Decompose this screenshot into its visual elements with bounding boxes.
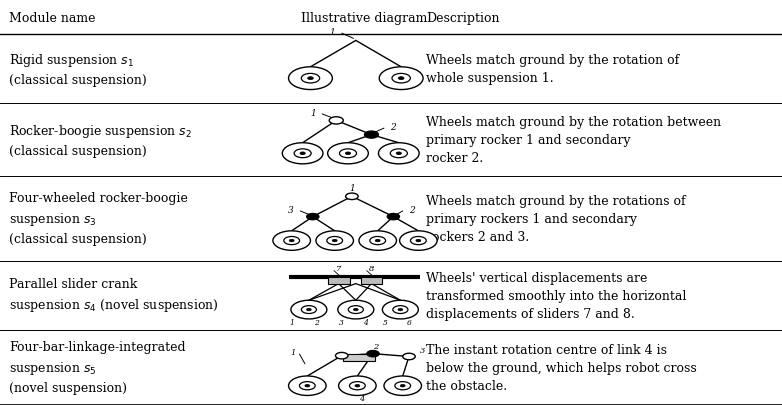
Circle shape	[291, 301, 327, 319]
Circle shape	[416, 240, 421, 242]
Text: 3: 3	[421, 347, 425, 354]
Text: Four-wheeled rocker-boogie
suspension $s_3$
(classical suspension): Four-wheeled rocker-boogie suspension $s…	[9, 192, 188, 246]
Circle shape	[387, 214, 400, 220]
Text: Parallel slider crank
suspension $s_4$ (novel suspension): Parallel slider crank suspension $s_4$ (…	[9, 278, 219, 313]
Circle shape	[346, 194, 358, 200]
Circle shape	[400, 384, 405, 387]
Text: Wheels match ground by the rotations of
primary rockers 1 and secondary
rockers : Wheels match ground by the rotations of …	[426, 194, 686, 243]
Text: Wheels' vertical displacements are
transformed smoothly into the horizontal
disp: Wheels' vertical displacements are trans…	[426, 271, 687, 320]
Text: Rocker-boogie suspension $s_2$
(classical suspension): Rocker-boogie suspension $s_2$ (classica…	[9, 122, 192, 157]
Circle shape	[289, 68, 332, 90]
Text: Wheels match ground by the rotation of
whole suspension 1.: Wheels match ground by the rotation of w…	[426, 53, 680, 84]
Text: 2: 2	[373, 342, 378, 350]
Bar	[343, 354, 375, 360]
Text: Module name: Module name	[9, 12, 96, 25]
Circle shape	[375, 240, 380, 242]
Circle shape	[379, 68, 423, 90]
Text: 7: 7	[336, 264, 341, 273]
Circle shape	[294, 149, 311, 158]
Circle shape	[353, 309, 358, 311]
Circle shape	[300, 382, 315, 390]
Circle shape	[289, 240, 294, 242]
Text: 2: 2	[409, 205, 415, 214]
Bar	[328, 277, 350, 284]
Circle shape	[411, 237, 426, 245]
Circle shape	[335, 352, 348, 359]
Text: 2: 2	[390, 123, 396, 132]
Circle shape	[390, 149, 407, 158]
Circle shape	[378, 143, 419, 164]
Circle shape	[339, 376, 376, 395]
Circle shape	[398, 309, 403, 311]
Circle shape	[307, 309, 311, 311]
Text: 6: 6	[407, 318, 411, 326]
Circle shape	[346, 153, 350, 155]
Text: 3: 3	[288, 205, 294, 214]
Circle shape	[370, 237, 386, 245]
Circle shape	[316, 231, 353, 251]
Text: 5: 5	[383, 318, 388, 326]
Circle shape	[393, 306, 408, 314]
Text: 4: 4	[363, 318, 368, 326]
Text: 1: 1	[289, 318, 294, 326]
Circle shape	[300, 153, 305, 155]
Circle shape	[338, 301, 374, 319]
Circle shape	[348, 306, 364, 314]
Circle shape	[273, 231, 310, 251]
Text: The instant rotation centre of link 4 is
below the ground, which helps robot cro: The instant rotation centre of link 4 is…	[426, 343, 697, 392]
Text: Description: Description	[426, 12, 500, 25]
Circle shape	[403, 353, 415, 360]
Circle shape	[282, 143, 323, 164]
Text: 4: 4	[359, 394, 364, 402]
Circle shape	[364, 132, 378, 139]
Circle shape	[398, 77, 404, 81]
Text: Wheels match ground by the rotation between
primary rocker 1 and secondary
rocke: Wheels match ground by the rotation betw…	[426, 115, 721, 164]
Circle shape	[329, 117, 343, 125]
Circle shape	[305, 384, 310, 387]
Circle shape	[289, 376, 326, 395]
Circle shape	[301, 306, 317, 314]
Circle shape	[392, 74, 411, 84]
Text: 1: 1	[310, 109, 316, 117]
Text: Rigid suspension $s_1$
(classical suspension): Rigid suspension $s_1$ (classical suspen…	[9, 51, 147, 86]
Circle shape	[359, 231, 396, 251]
Circle shape	[284, 237, 300, 245]
Text: 3: 3	[339, 318, 344, 326]
Circle shape	[332, 240, 337, 242]
Circle shape	[328, 143, 368, 164]
Text: 1: 1	[291, 348, 296, 356]
Circle shape	[350, 382, 365, 390]
Circle shape	[384, 376, 421, 395]
Text: Four-bar-linkage-integrated
suspension $s_5$
(novel suspension): Four-bar-linkage-integrated suspension $…	[9, 341, 186, 394]
Circle shape	[367, 350, 379, 357]
Circle shape	[396, 153, 401, 155]
Circle shape	[382, 301, 418, 319]
Circle shape	[400, 231, 437, 251]
Circle shape	[339, 149, 357, 158]
Circle shape	[307, 214, 319, 220]
Circle shape	[395, 382, 411, 390]
Text: 1: 1	[329, 28, 335, 37]
Text: 8: 8	[369, 264, 374, 273]
Text: 1: 1	[349, 183, 355, 192]
Circle shape	[327, 237, 343, 245]
Circle shape	[307, 77, 314, 81]
Bar	[361, 277, 382, 284]
Circle shape	[301, 74, 320, 84]
Text: 2: 2	[314, 318, 319, 326]
Circle shape	[355, 384, 360, 387]
Text: Illustrative diagram: Illustrative diagram	[301, 12, 428, 25]
